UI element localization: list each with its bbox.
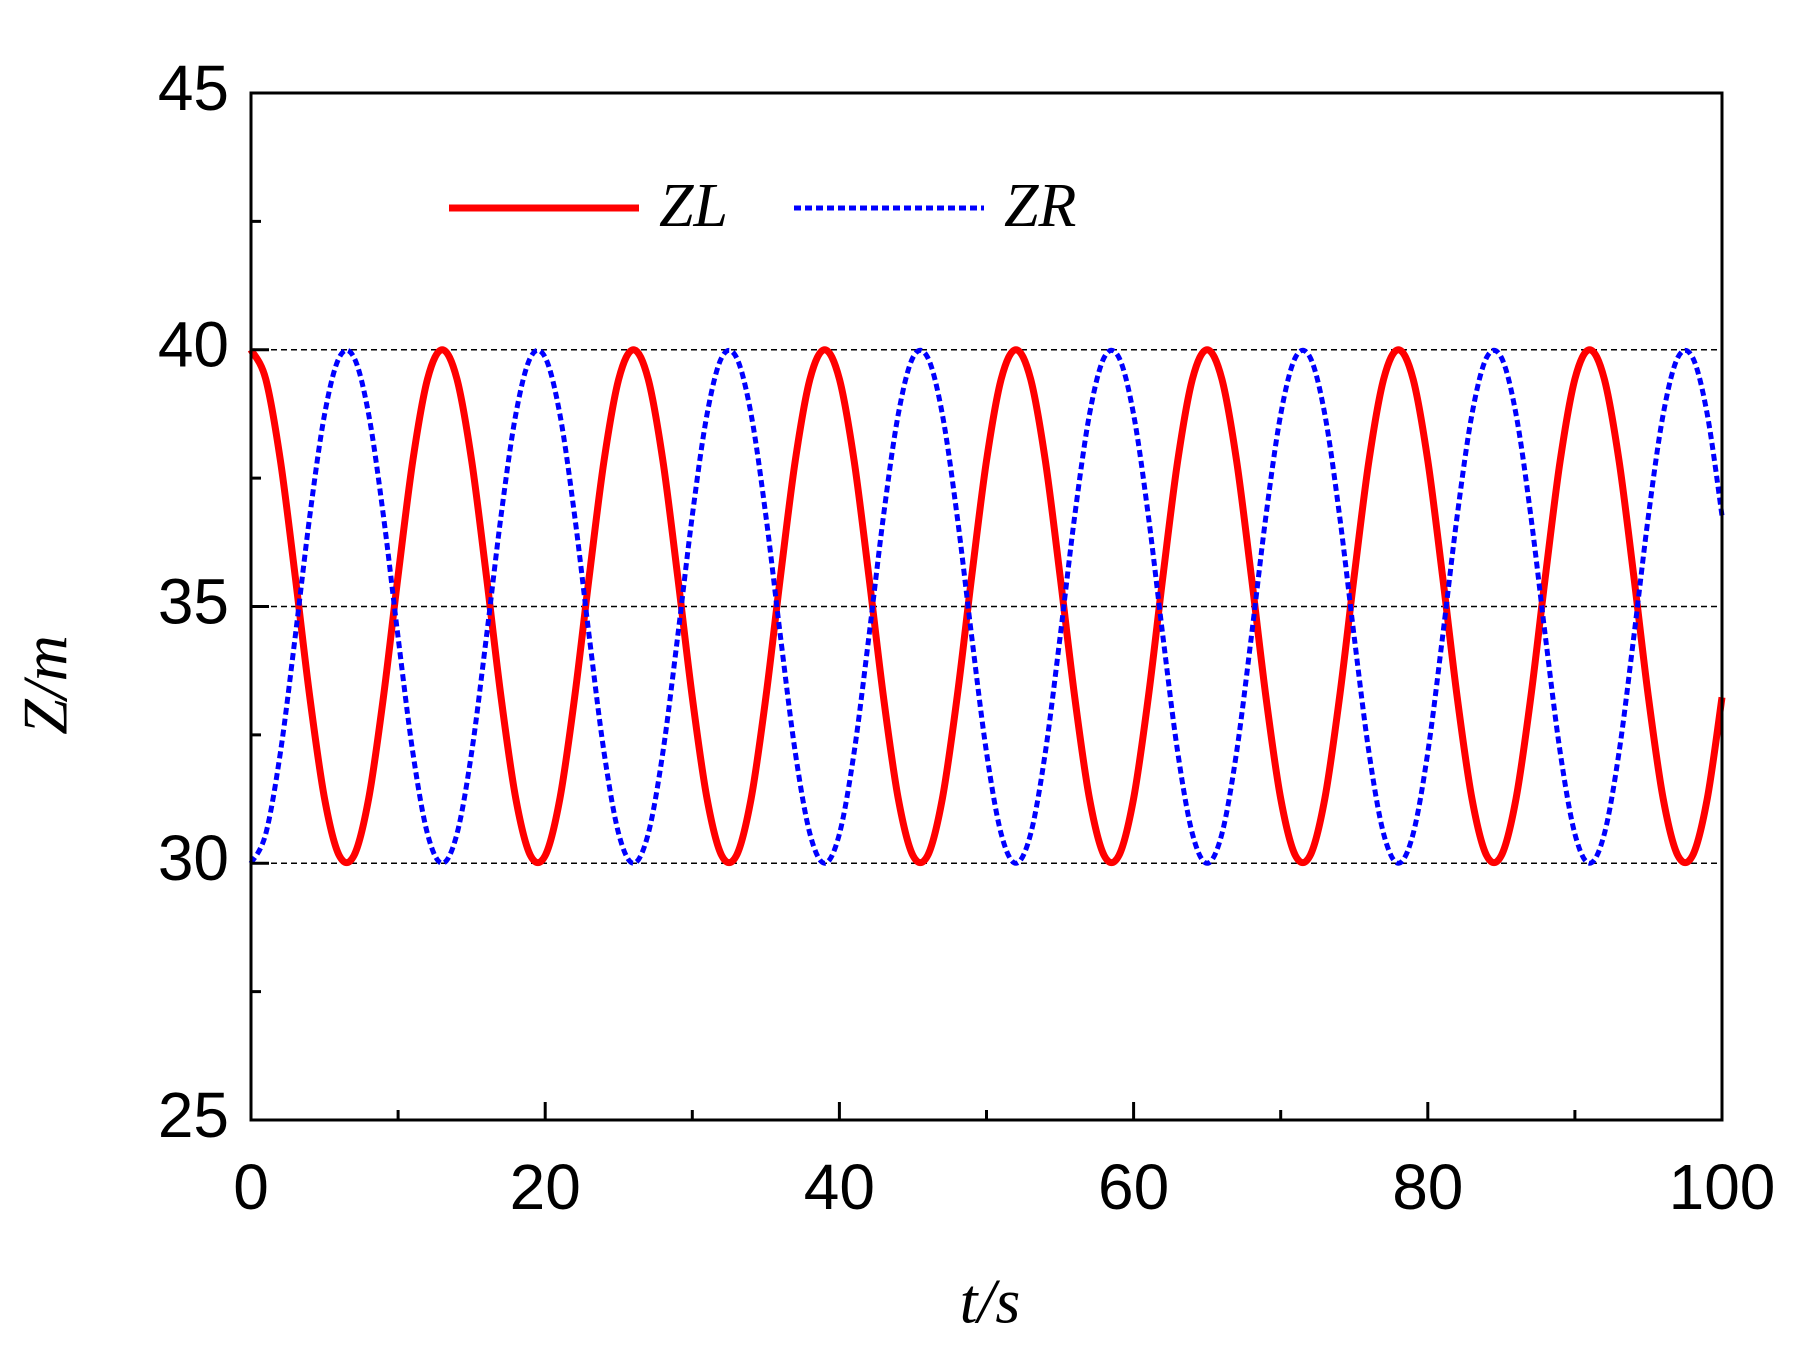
x-axis-label: t/s bbox=[960, 1266, 1020, 1337]
legend-label: ZR bbox=[1004, 172, 1076, 240]
y-axis-label: Z/m bbox=[10, 635, 81, 735]
y-tick-label: 30 bbox=[158, 822, 229, 894]
legend-label: ZL bbox=[659, 172, 728, 240]
x-tick-label: 0 bbox=[233, 1151, 269, 1223]
x-tick-label: 100 bbox=[1669, 1151, 1776, 1223]
y-tick-label: 45 bbox=[158, 52, 229, 124]
series-line bbox=[248, 347, 1725, 866]
y-tick-label: 25 bbox=[158, 1079, 229, 1151]
series-line bbox=[247, 346, 1726, 867]
x-tick-label: 60 bbox=[1098, 1151, 1169, 1223]
x-tick-label: 20 bbox=[510, 1151, 581, 1223]
y-tick-label: 40 bbox=[158, 309, 229, 381]
x-tick-label: 40 bbox=[804, 1151, 875, 1223]
y-tick-label: 35 bbox=[158, 565, 229, 637]
x-tick-label: 80 bbox=[1392, 1151, 1463, 1223]
